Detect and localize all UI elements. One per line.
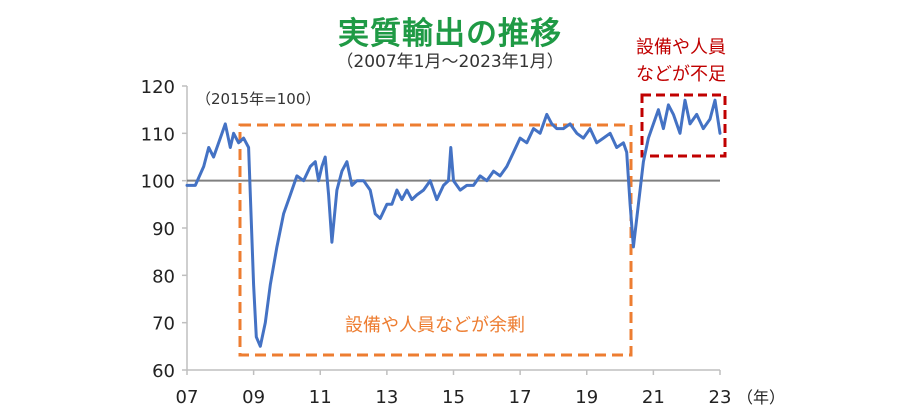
axes-group: 60 70 80 90 100 110 120 07 09 11 13 15 17 19 21 23 (141, 77, 732, 408)
x-tick-label: 11 (309, 387, 332, 408)
y-tick-label: 100 (141, 172, 175, 193)
y-tick-label: 70 (152, 314, 175, 335)
shortage-box-label-line1: 設備や人員 (636, 37, 726, 58)
surplus-box-label: 設備や人員などが余剰 (345, 315, 525, 336)
y-tick-label: 80 (152, 266, 175, 287)
surplus-period-box (238, 123, 633, 357)
chart-title: 実質輸出の推移 (338, 16, 562, 52)
x-unit-label: （年） (737, 388, 785, 407)
y-tick-label: 110 (141, 124, 175, 145)
x-tick-label: 23 (709, 387, 732, 408)
x-tick-label: 07 (176, 387, 199, 408)
y-tick-label: 60 (152, 361, 175, 382)
y-tick-label: 90 (152, 219, 175, 240)
y-tick-label: 120 (141, 77, 175, 98)
x-tick-label: 19 (575, 387, 598, 408)
annotation-boxes (238, 93, 727, 357)
series-line-real-exports (185, 98, 722, 348)
shortage-period-box (640, 93, 727, 158)
shortage-box-label-line2: などが不足 (636, 64, 726, 85)
x-tick-label: 13 (375, 387, 398, 408)
x-tick-label: 21 (642, 387, 665, 408)
x-tick-label: 17 (509, 387, 532, 408)
x-tick-label: 15 (442, 387, 465, 408)
chart-subtitle: （2007年1月～2023年1月） (336, 52, 564, 72)
x-tick-label: 09 (242, 387, 265, 408)
series-layer (185, 98, 722, 348)
index-note: （2015年=100） (196, 90, 320, 108)
